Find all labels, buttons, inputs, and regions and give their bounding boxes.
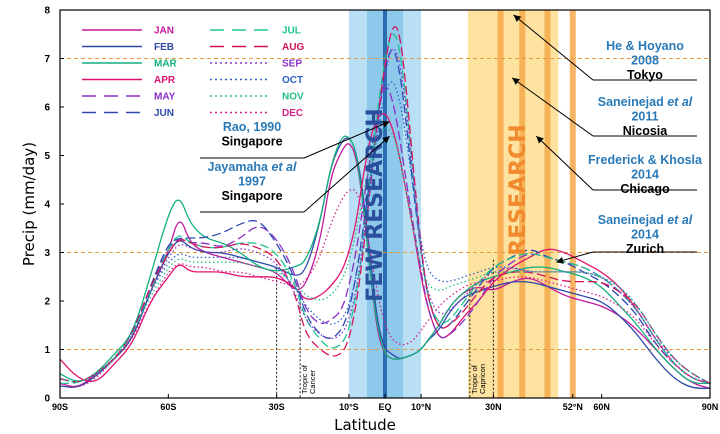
x-tick-label: 90N: [702, 402, 719, 412]
annotation-leader: [535, 135, 594, 191]
y-tick-label: 8: [44, 6, 50, 17]
legend-label-feb: FEB: [154, 42, 174, 53]
annotation-arrowhead: [513, 14, 522, 22]
annotation-line: Nicosia: [623, 124, 669, 138]
series-line-feb: [59, 137, 711, 389]
annotation-line: Tokyo: [627, 68, 663, 82]
legend-label-apr: APR: [154, 75, 176, 86]
legend-label-may: MAY: [154, 92, 176, 103]
y-tick-label: 7: [44, 54, 50, 65]
tropic-label: Tropic ofCancer: [300, 364, 317, 394]
series-line-jan: [59, 143, 711, 389]
y-tick-label: 6: [44, 103, 50, 114]
equator-line: [383, 10, 387, 398]
annotation-line: Rao, 1990: [223, 120, 281, 134]
research-line: [519, 10, 526, 398]
x-tick-label: 60N: [593, 402, 610, 412]
tropic-label: Tropic ofCapricon: [470, 364, 487, 394]
y-tick-label: 0: [44, 394, 50, 405]
annotation-arrowhead: [512, 77, 520, 85]
legend-label-jul: JUL: [282, 26, 301, 37]
annotation-line: Singapore: [221, 135, 282, 149]
legend-label-sep: SEP: [282, 59, 302, 70]
annotation-line: Zurich: [626, 242, 664, 256]
annotation-line: 1997: [238, 175, 266, 189]
tropic-label-top: Tropic of: [470, 364, 479, 394]
x-tick-label: 60S: [160, 402, 176, 412]
annotation-arrowhead: [382, 136, 390, 144]
annotation-line: 2011: [631, 110, 658, 124]
annotation-line: Frederick & Khosla: [588, 153, 703, 167]
x-tick-label: 90S: [52, 402, 68, 412]
tropic-label-bottom: Capricon: [478, 364, 487, 394]
legend-label-jan: JAN: [154, 26, 174, 37]
y-tick-label: 3: [44, 248, 50, 259]
y-tick-label: 5: [44, 151, 50, 162]
legend-label-jun: JUN: [154, 108, 174, 119]
annotation-leader: [303, 121, 390, 159]
research-line: [497, 10, 504, 398]
legend-label-dec: DEC: [282, 108, 303, 119]
annotation-leader: [513, 14, 594, 81]
x-tick-label: 30S: [269, 402, 285, 412]
tropic-label-top: Tropic of: [300, 364, 309, 394]
axes: 0 1 2 3 4 5 6 7 8 90S 60S 30S 10°S EQ 10°N 30N 52°N 60N 90…: [20, 6, 718, 434]
annotation-line: Jayamaha et al: [208, 160, 297, 174]
y-tick-label: 4: [44, 200, 50, 211]
latitude-bands: [348, 10, 576, 398]
annotation-arrowhead: [556, 256, 564, 264]
series-line-dec: [59, 188, 711, 388]
series-line-mar: [59, 135, 711, 385]
band-label-tropics: FEW RESEARCH: [363, 108, 388, 301]
legend: JAN FEB MAR APR MAY JUN JUL AUG SEP OCT NOV DEC: [82, 26, 304, 119]
band-label-research: RESEARCH: [506, 124, 531, 255]
annotation-line: Chicago: [620, 182, 670, 196]
annotation-line: Saneinejad et al: [598, 213, 693, 227]
series-line-oct: [59, 81, 711, 385]
band-research: [468, 10, 559, 398]
annotation-line: Singapore: [221, 189, 282, 203]
research-line: [544, 10, 551, 398]
legend-label-mar: MAR: [154, 59, 178, 70]
annotation-leader: [303, 135, 391, 213]
x-tick-label: 10°S: [339, 402, 359, 412]
band-labels: FEW RESEARCH RESEARCH: [363, 108, 531, 301]
tropic-label-bottom: Cancer: [308, 369, 317, 394]
x-axis-label: Latitude: [334, 416, 396, 434]
y-tick-label: 1: [44, 345, 50, 356]
research-line: [569, 10, 576, 398]
annotation-line: 2014: [631, 228, 659, 242]
annotation-line: 2008: [631, 54, 659, 68]
annotation-line: 2014: [631, 168, 659, 182]
annotation-arrowhead: [381, 121, 390, 128]
y-axis-label: Precip (mm/day): [20, 142, 38, 266]
annotation-leader: [511, 77, 594, 137]
x-tick-label: 52°N: [563, 402, 583, 412]
annotation-line: Saneinejad et al: [598, 95, 693, 109]
series-line-aug: [59, 26, 711, 385]
y-tick-label: 2: [44, 297, 50, 308]
annotation-arrowhead: [536, 136, 544, 144]
annotation-line: He & Hoyano: [606, 39, 684, 53]
x-tick-label: EQ: [378, 402, 391, 412]
x-tick-label: 30N: [485, 402, 502, 412]
x-tick-label: 10°N: [411, 402, 431, 412]
legend-label-nov: NOV: [282, 92, 304, 103]
legend-label-oct: OCT: [282, 75, 303, 86]
legend-label-aug: AUG: [282, 42, 304, 53]
series-line-jul: [60, 33, 711, 385]
